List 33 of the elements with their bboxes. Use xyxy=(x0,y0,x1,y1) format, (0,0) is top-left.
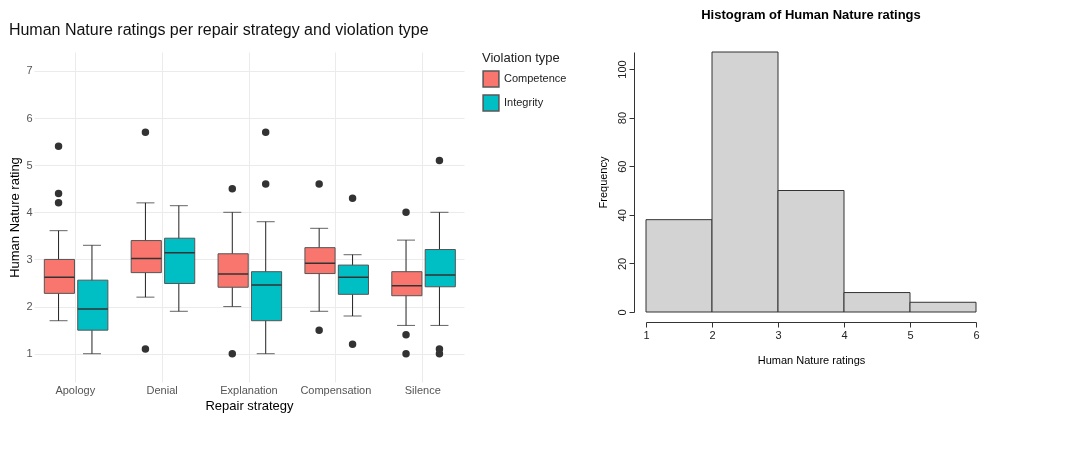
y-tick-label: 20 xyxy=(615,257,628,271)
y-axis-title: Frequency xyxy=(596,156,609,209)
chart-title: Histogram of Human Nature ratings xyxy=(701,6,921,22)
x-tick-label: Compensation xyxy=(300,383,372,396)
y-tick-label: 4 xyxy=(26,205,33,218)
y-tick-label: 5 xyxy=(26,158,33,171)
x-tick-label: 1 xyxy=(643,328,650,341)
y-tick-label: 60 xyxy=(615,160,628,173)
y-tick-label: 40 xyxy=(615,209,628,222)
y-tick-label: 80 xyxy=(615,111,628,125)
x-tick-label: 6 xyxy=(973,328,980,341)
y-tick-label: 1 xyxy=(26,347,33,360)
x-tick-label: 5 xyxy=(907,328,914,341)
x-tick-label: 3 xyxy=(775,328,782,341)
x-axis-title: Repair strategy xyxy=(205,397,295,413)
y-tick-label: 0 xyxy=(615,309,628,316)
x-tick-label: 2 xyxy=(709,328,716,341)
x-tick-label: Denial xyxy=(146,383,178,396)
x-tick-label: 4 xyxy=(841,328,848,341)
y-tick-label: 100 xyxy=(615,60,628,79)
x-tick-label: Silence xyxy=(404,383,441,396)
x-tick-label: Explanation xyxy=(220,383,278,396)
y-tick-label: 2 xyxy=(26,300,33,313)
y-axis-title: Human Nature rating xyxy=(7,157,23,278)
chart-title: Human Nature ratings per repair strategy and violation type xyxy=(8,21,429,38)
legend-label: Competence xyxy=(504,72,567,84)
legend-title: Violation type xyxy=(482,50,560,65)
legend-label: Integrity xyxy=(504,96,544,108)
x-tick-label: Apology xyxy=(55,383,96,396)
y-tick-label: 3 xyxy=(26,252,33,265)
x-axis-title: Human Nature ratings xyxy=(757,353,866,366)
y-tick-label: 6 xyxy=(26,111,33,124)
y-tick-label: 7 xyxy=(26,64,33,77)
